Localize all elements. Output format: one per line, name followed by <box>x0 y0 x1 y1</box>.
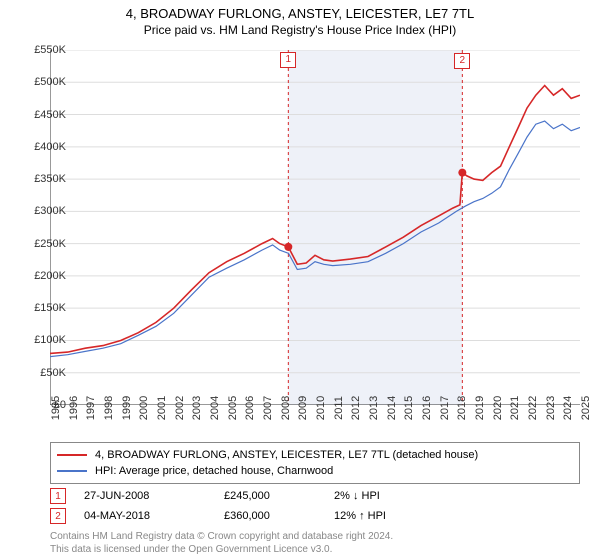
x-tick-label: 2020 <box>492 396 504 420</box>
x-tick-label: 2025 <box>580 396 592 420</box>
x-tick-label: 2013 <box>368 396 380 420</box>
legend-swatch <box>57 470 87 472</box>
callout-number: 1 <box>50 488 66 504</box>
y-tick-label: £550K <box>34 44 66 56</box>
legend-label: HPI: Average price, detached house, Char… <box>95 465 333 477</box>
x-tick-label: 1995 <box>50 396 62 420</box>
chart-marker-label: 2 <box>454 53 470 69</box>
chart-title: 4, BROADWAY FURLONG, ANSTEY, LEICESTER, … <box>0 0 600 21</box>
x-tick-label: 1996 <box>68 396 80 420</box>
footer-attribution: Contains HM Land Registry data © Crown c… <box>50 530 393 556</box>
x-tick-label: 2009 <box>297 396 309 420</box>
x-tick-label: 2018 <box>456 396 468 420</box>
x-tick-label: 2007 <box>262 396 274 420</box>
y-tick-label: £300K <box>34 205 66 217</box>
legend-item: HPI: Average price, detached house, Char… <box>57 463 573 479</box>
y-tick-label: £450K <box>34 109 66 121</box>
callout-row: 2 04-MAY-2018£360,00012% ↑ HPI <box>50 506 580 526</box>
y-tick-label: £50K <box>40 367 66 379</box>
callout-price: £245,000 <box>224 490 334 502</box>
chart-container: 4, BROADWAY FURLONG, ANSTEY, LEICESTER, … <box>0 0 600 560</box>
footer-line-1: Contains HM Land Registry data © Crown c… <box>50 530 393 543</box>
x-tick-label: 2015 <box>403 396 415 420</box>
chart-subtitle: Price paid vs. HM Land Registry's House … <box>0 21 600 37</box>
legend-swatch <box>57 454 87 456</box>
legend-item: 4, BROADWAY FURLONG, ANSTEY, LEICESTER, … <box>57 447 573 463</box>
callout-section: 1 27-JUN-2008£245,0002% ↓ HPI 2 04-MAY-2018… <box>50 486 580 526</box>
x-tick-label: 2022 <box>527 396 539 420</box>
x-tick-label: 2008 <box>280 396 292 420</box>
y-tick-label: £350K <box>34 173 66 185</box>
x-tick-label: 2004 <box>209 396 221 420</box>
x-tick-label: 2017 <box>439 396 451 420</box>
x-tick-label: 2023 <box>545 396 557 420</box>
y-tick-label: £500K <box>34 76 66 88</box>
callout-number: 2 <box>50 508 66 524</box>
y-tick-label: £100K <box>34 334 66 346</box>
y-tick-label: £400K <box>34 141 66 153</box>
callout-pct: 12% ↑ HPI <box>334 510 454 522</box>
callout-pct: 2% ↓ HPI <box>334 490 454 502</box>
callout-price: £360,000 <box>224 510 334 522</box>
y-tick-label: £150K <box>34 302 66 314</box>
x-tick-label: 2006 <box>244 396 256 420</box>
legend-label: 4, BROADWAY FURLONG, ANSTEY, LEICESTER, … <box>95 449 478 461</box>
x-tick-label: 2012 <box>350 396 362 420</box>
x-tick-label: 2016 <box>421 396 433 420</box>
x-tick-label: 2014 <box>386 396 398 420</box>
y-tick-label: £250K <box>34 238 66 250</box>
x-tick-label: 2019 <box>474 396 486 420</box>
x-tick-label: 2011 <box>333 396 345 420</box>
callout-row: 1 27-JUN-2008£245,0002% ↓ HPI <box>50 486 580 506</box>
x-tick-label: 2024 <box>562 396 574 420</box>
footer-line-2: This data is licensed under the Open Gov… <box>50 543 393 556</box>
chart-plot-area <box>50 50 580 405</box>
legend: 4, BROADWAY FURLONG, ANSTEY, LEICESTER, … <box>50 442 580 484</box>
x-tick-label: 2002 <box>174 396 186 420</box>
chart-marker-label: 1 <box>280 52 296 68</box>
callout-date: 04-MAY-2018 <box>84 510 224 522</box>
x-tick-label: 2001 <box>156 396 168 420</box>
x-tick-label: 1999 <box>121 396 133 420</box>
x-tick-label: 2000 <box>138 396 150 420</box>
y-tick-label: £200K <box>34 270 66 282</box>
x-tick-label: 2003 <box>191 396 203 420</box>
x-tick-label: 2005 <box>227 396 239 420</box>
chart-svg <box>50 50 580 405</box>
x-tick-label: 2021 <box>509 396 521 420</box>
x-tick-label: 2010 <box>315 396 327 420</box>
x-tick-label: 1997 <box>85 396 97 420</box>
x-tick-label: 1998 <box>103 396 115 420</box>
callout-date: 27-JUN-2008 <box>84 490 224 502</box>
